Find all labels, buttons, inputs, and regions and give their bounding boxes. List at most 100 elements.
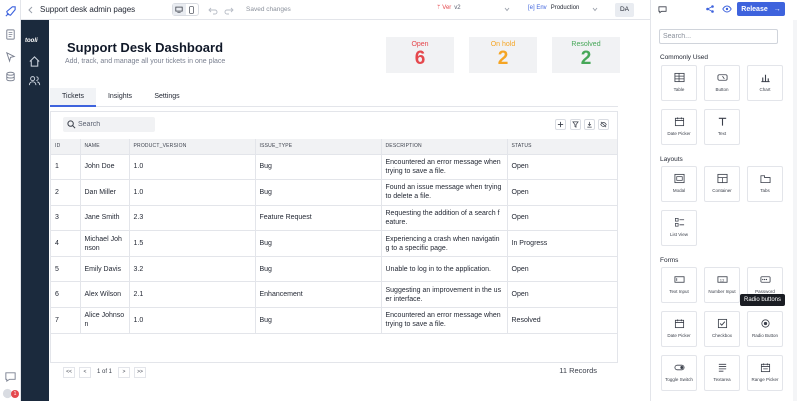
dashboard-title: Support Desk Dashboard [67, 40, 224, 55]
env-selector[interactable]: [e] Env Production [528, 5, 580, 11]
brand-logo: tooli [25, 38, 38, 44]
component-button[interactable]: Button [704, 65, 740, 101]
undo-icon[interactable] [207, 4, 219, 16]
container-icon [717, 173, 728, 184]
device-toggle[interactable] [172, 3, 199, 16]
chevron-down-icon[interactable] [592, 7, 598, 12]
component-table[interactable]: Table [661, 65, 697, 101]
top-bar: Support desk admin pages Saved changes ᛘ… [21, 0, 800, 20]
panel-scrollbar[interactable] [793, 20, 797, 401]
release-button[interactable]: Release → [737, 2, 785, 16]
table-row[interactable]: 7 Alice Johnson 1.0 Bug Encountered an e… [51, 307, 617, 334]
section-layouts: Layouts [660, 156, 683, 163]
column-header[interactable]: STATUS [507, 139, 617, 155]
cell-id: 5 [51, 256, 81, 283]
share-icon[interactable] [705, 4, 715, 14]
app-canvas: tooli Support Desk Dashboard Add, track,… [21, 20, 651, 401]
component-search-input[interactable] [659, 29, 778, 44]
column-header[interactable]: DESCRIPTION [381, 139, 508, 155]
column-header[interactable]: ID [51, 139, 81, 155]
chevron-down-icon[interactable] [504, 7, 510, 12]
tab-insights[interactable]: Insights [107, 93, 133, 100]
cell-name: Dan Miller [80, 179, 130, 206]
calendar-icon [674, 116, 685, 127]
component-text-input[interactable]: Text Input [661, 267, 697, 303]
tabs-icon [760, 173, 771, 184]
component-radio-button[interactable]: Radio Button [747, 311, 783, 347]
tab-tickets[interactable]: Tickets [50, 88, 96, 107]
component-text[interactable]: Text [704, 109, 740, 145]
home-icon[interactable] [28, 55, 41, 68]
app-title[interactable]: Support desk admin pages [40, 5, 136, 14]
mobile-view-button[interactable] [186, 4, 199, 15]
cell-issue-type: Bug [255, 230, 382, 257]
hide-columns-button[interactable] [598, 119, 609, 130]
component-list-view[interactable]: List View [661, 210, 697, 246]
next-page-button[interactable]: > [118, 366, 131, 378]
tab-settings[interactable]: Settings [154, 93, 180, 100]
avatar-icon[interactable] [2, 388, 13, 399]
version-selector[interactable]: ᛘ Ver v2 [437, 5, 461, 11]
preview-eye-icon[interactable] [722, 4, 732, 14]
component-toggle-switch[interactable]: Toggle Switch [661, 355, 697, 391]
cell-version: 3.2 [129, 256, 256, 283]
download-icon [587, 121, 592, 128]
redo-icon[interactable] [223, 4, 235, 16]
table-row[interactable]: 4 Michael Johnson 1.5 Bug Experiencing a… [51, 230, 617, 257]
component-chart[interactable]: Chart [747, 65, 783, 101]
component-date-picker-form[interactable]: Date Picker [661, 311, 697, 347]
database-icon[interactable] [4, 70, 17, 83]
component-tabs[interactable]: Tabs [747, 166, 783, 202]
chevron-left-icon[interactable] [27, 6, 34, 14]
table-row[interactable]: 6 Alex Wilson 2.1 Enhancement Suggesting… [51, 281, 617, 309]
cell-status: Open [507, 256, 617, 283]
chat-icon[interactable] [4, 370, 17, 383]
filter-button[interactable] [570, 119, 581, 130]
desktop-view-button[interactable] [173, 4, 186, 15]
add-row-button[interactable] [555, 119, 566, 130]
component-textarea[interactable]: Textarea [704, 355, 740, 391]
cell-version: 1.5 [129, 230, 256, 257]
component-checkbox[interactable]: Checkbox [704, 311, 740, 347]
cell-name: Alex Wilson [80, 281, 130, 309]
component-modal[interactable]: Modal [661, 166, 697, 202]
textarea-icon [717, 362, 728, 373]
app-sidebar: tooli [21, 20, 49, 401]
pagination: << < 1 of 1 > >> [63, 366, 150, 378]
last-page-button[interactable]: >> [134, 366, 147, 378]
component-number-input[interactable]: 12 Number Input [704, 267, 740, 303]
users-icon[interactable] [28, 74, 41, 87]
table-row[interactable]: 1 John Doe 1.0 Bug Encountered an error … [51, 154, 617, 181]
search-input[interactable] [78, 119, 150, 130]
cell-id: 6 [51, 281, 81, 309]
cell-status: Open [507, 205, 617, 232]
component-date-picker[interactable]: Date Picker [661, 109, 697, 145]
cell-version: 1.0 [129, 179, 256, 206]
cell-id: 3 [51, 205, 81, 232]
user-avatar[interactable]: DA [615, 3, 634, 17]
column-header[interactable]: PRODUCT_VERSION [129, 139, 256, 155]
desktop-icon [175, 6, 183, 13]
download-button[interactable] [584, 119, 595, 130]
tab-bar: Tickets Insights Settings [50, 88, 618, 107]
pages-icon[interactable] [4, 28, 17, 41]
table-row[interactable]: 2 Dan Miller 1.0 Bug Found an issue mess… [51, 179, 617, 206]
cell-status: Open [507, 154, 617, 181]
column-header[interactable]: NAME [80, 139, 130, 155]
inspect-icon[interactable] [4, 50, 17, 63]
table-search[interactable] [63, 117, 155, 132]
table-row[interactable]: 5 Emily Davis 3.2 Bug Unable to log in t… [51, 256, 617, 283]
comment-icon[interactable] [658, 5, 667, 14]
prev-page-button[interactable]: < [79, 366, 91, 378]
radio-icon [760, 318, 771, 329]
first-page-button[interactable]: << [63, 366, 75, 378]
component-range-picker[interactable]: Range Picker [747, 355, 783, 391]
list-icon [674, 217, 685, 228]
checkbox-icon [717, 318, 728, 329]
rocket-icon[interactable] [4, 5, 17, 18]
column-header[interactable]: ISSUE_TYPE [255, 139, 382, 155]
component-container[interactable]: Container [704, 166, 740, 202]
table-row[interactable]: 3 Jane Smith 2.3 Feature Request Request… [51, 205, 617, 232]
cell-issue-type: Bug [255, 179, 382, 206]
cell-name: Michael Johnson [80, 230, 130, 257]
